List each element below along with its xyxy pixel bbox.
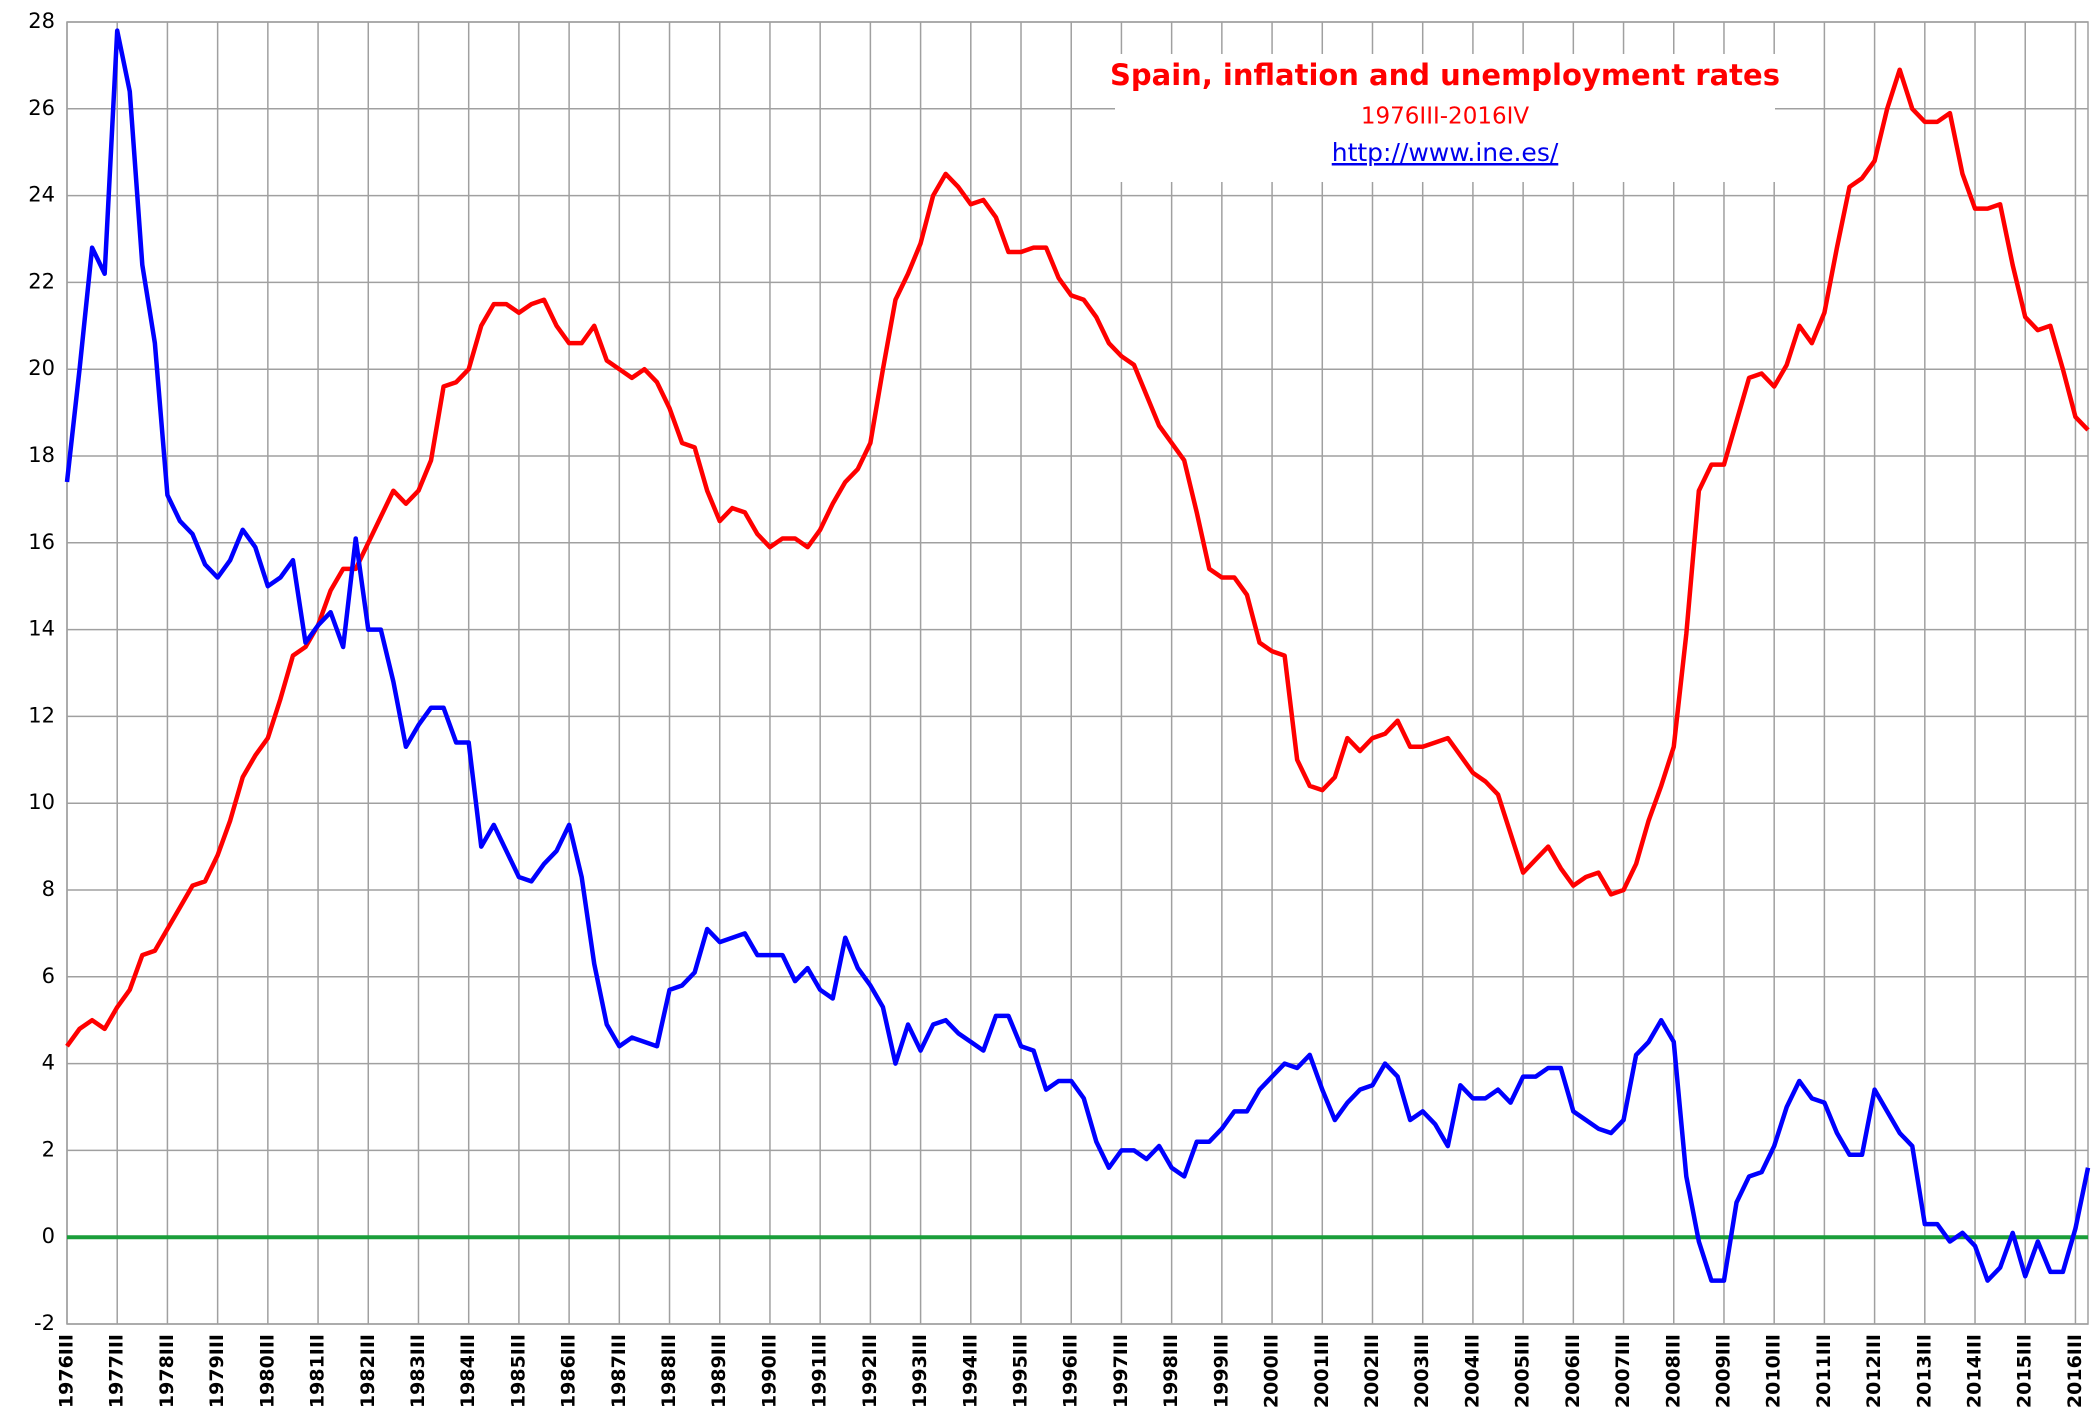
x-tick-label: 1994III — [959, 1334, 981, 1408]
x-tick-label: 1978III — [156, 1334, 178, 1408]
y-tick-label: 6 — [42, 964, 55, 988]
x-tick-label: 1998III — [1160, 1334, 1182, 1408]
y-tick-label: 10 — [28, 790, 55, 814]
x-tick-label: 1993III — [909, 1334, 931, 1408]
x-tick-label: 1989III — [708, 1334, 730, 1408]
x-tick-label: 1991III — [809, 1334, 831, 1408]
x-tick-label: 1979III — [206, 1334, 228, 1408]
y-tick-label: 2 — [42, 1137, 55, 1161]
y-tick-label: 22 — [28, 269, 55, 293]
y-tick-label: 28 — [28, 9, 55, 33]
x-tick-label: 2010III — [1763, 1334, 1785, 1408]
x-tick-label: 1987III — [608, 1334, 630, 1408]
x-tick-label: 1985III — [507, 1334, 529, 1408]
y-tick-label: 4 — [42, 1051, 55, 1075]
x-tick-label: 2005III — [1512, 1334, 1534, 1408]
y-tick-label: 14 — [28, 617, 55, 641]
chart-title: Spain, inflation and unemployment rates — [1110, 58, 1780, 92]
x-tick-label: 2001III — [1311, 1334, 1333, 1408]
chart-subtitle: 1976III-2016IV — [1361, 104, 1529, 130]
x-tick-label: 2007III — [1612, 1334, 1634, 1408]
x-tick-label: 2011III — [1813, 1334, 1835, 1408]
x-tick-label: 1988III — [658, 1334, 680, 1408]
x-tick-label: 1976III — [56, 1334, 78, 1408]
y-tick-label: 24 — [28, 183, 55, 207]
y-tick-label: 26 — [28, 96, 55, 120]
source-link[interactable]: http://www.ine.es/ — [1332, 138, 1559, 167]
x-tick-label: 2013III — [1913, 1334, 1935, 1408]
y-tick-label: -2 — [34, 1311, 55, 1335]
x-tick-label: 2014III — [1964, 1334, 1986, 1408]
x-tick-label: 1995III — [1010, 1334, 1032, 1408]
x-tick-label: 2000III — [1261, 1334, 1283, 1408]
title-box: Spain, inflation and unemployment rates … — [1110, 54, 1780, 182]
x-tick-label: 1996III — [1060, 1334, 1082, 1408]
title-background — [1115, 54, 1775, 182]
x-tick-label: 1982III — [357, 1334, 379, 1408]
line-series — [65, 67, 2090, 1048]
y-tick-label: 0 — [42, 1224, 55, 1248]
x-tick-label: 2003III — [1411, 1334, 1433, 1408]
x-tick-label: 1986III — [558, 1334, 580, 1408]
x-tick-label: 2015III — [2014, 1334, 2036, 1408]
x-tick-label: 1980III — [256, 1334, 278, 1408]
y-tick-label: 12 — [28, 703, 55, 727]
plot-frame — [66, 21, 2089, 1325]
x-tick-label: 1981III — [307, 1334, 329, 1408]
lines — [64, 28, 2091, 1283]
x-tick-label: 2004III — [1461, 1334, 1483, 1408]
x-tick-label: 1992III — [859, 1334, 881, 1408]
x-tick-label: 2002III — [1361, 1334, 1383, 1408]
x-tick-label: 1990III — [758, 1334, 780, 1408]
y-tick-label: 18 — [28, 443, 55, 467]
x-tick-label: 1997III — [1110, 1334, 1132, 1408]
y-tick-label: 20 — [28, 356, 55, 380]
x-tick-label: 1984III — [457, 1334, 479, 1408]
y-tick-label: 16 — [28, 530, 55, 554]
y-tick-label: 8 — [42, 877, 55, 901]
x-tick-label: 2008III — [1662, 1334, 1684, 1408]
x-tick-label: 1999III — [1210, 1334, 1232, 1408]
x-tick-label: 2016III — [2064, 1334, 2086, 1408]
x-tick-label: 2012III — [1863, 1334, 1885, 1408]
x-tick-label: 2006III — [1562, 1334, 1584, 1408]
x-tick-label: 1977III — [106, 1334, 128, 1408]
x-tick-label: 2009III — [1712, 1334, 1734, 1408]
x-tick-label: 1983III — [407, 1334, 429, 1408]
line-series — [64, 28, 2091, 1283]
